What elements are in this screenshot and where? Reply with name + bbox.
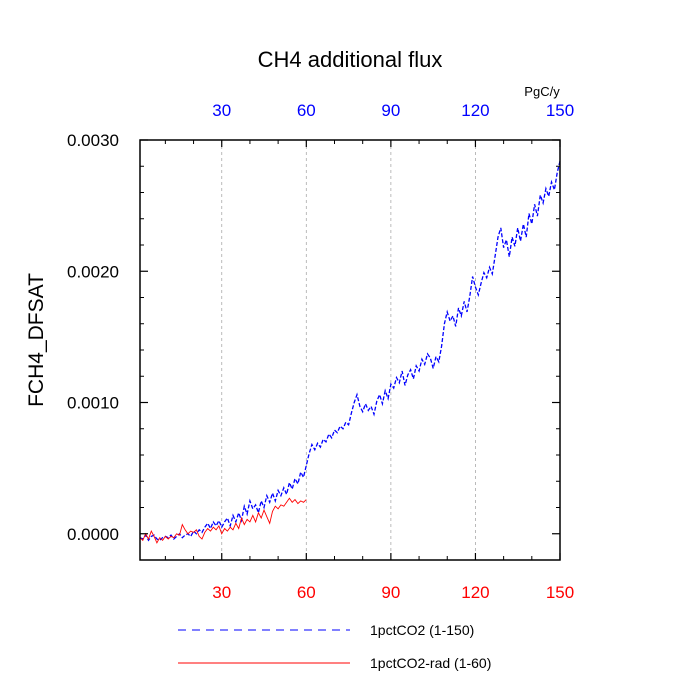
series-lines <box>139 160 561 544</box>
top-tick-label: 150 <box>546 101 574 120</box>
top-tick-label: 60 <box>297 101 316 120</box>
y-axis-label: FCH4_DFSAT <box>25 273 48 407</box>
top-tick-label: 30 <box>212 101 231 120</box>
chart-title: CH4 additional flux <box>258 47 443 72</box>
x-tick-label: 120 <box>461 583 489 602</box>
y-tick-label: 0.0000 <box>67 525 119 544</box>
x-tick-label: 90 <box>381 583 400 602</box>
x-tick-label: 150 <box>546 583 574 602</box>
top-tick-label: 120 <box>461 101 489 120</box>
top-tick-label: 90 <box>381 101 400 120</box>
plot-frame <box>139 139 561 561</box>
x-tick-label: 30 <box>212 583 231 602</box>
legend-label-2: 1pctCO2-rad (1-60) <box>370 655 491 671</box>
y-tick-label: 0.0030 <box>67 131 119 150</box>
series-line-2 <box>139 497 307 544</box>
legend: 1pctCO2 (1-150) 1pctCO2-rad (1-60) <box>178 622 491 671</box>
grid-lines <box>221 140 476 560</box>
series-line-1 <box>139 160 561 542</box>
x-tick-label: 60 <box>297 583 316 602</box>
axes: 30 60 90 120 150 30 60 90 120 150 0.0000 0.0010 0.00… <box>67 101 574 602</box>
y-tick-label: 0.0010 <box>67 394 119 413</box>
legend-label-1: 1pctCO2 (1-150) <box>370 622 474 638</box>
top-axis-unit-label: PgC/y <box>524 84 560 99</box>
y-tick-label: 0.0020 <box>67 262 119 281</box>
